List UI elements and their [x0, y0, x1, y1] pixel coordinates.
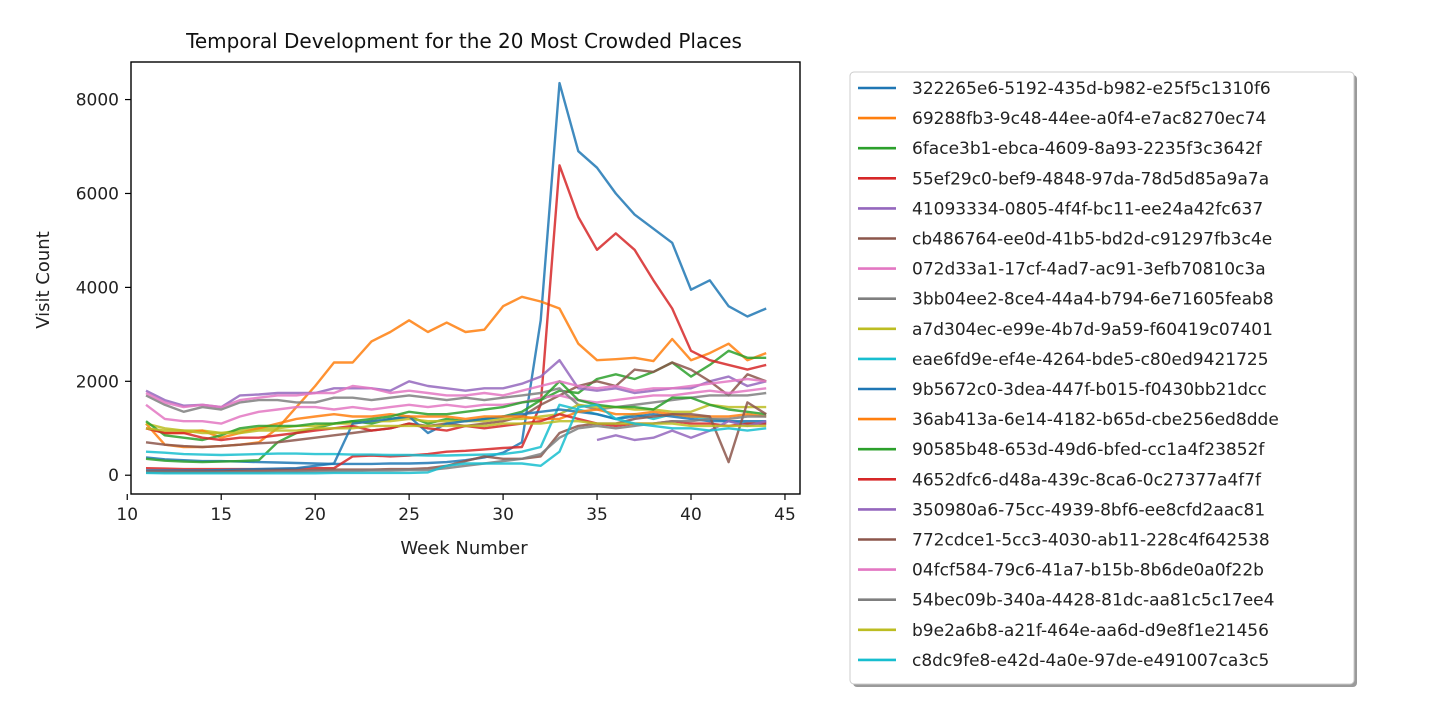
y-tick-label: 8000	[76, 91, 119, 111]
x-tick-label: 30	[492, 505, 514, 525]
series-line-7	[145, 387, 767, 425]
series-line-13	[145, 380, 767, 442]
x-axis-label: Week Number	[400, 538, 528, 559]
chart-title: Temporal Development for the 20 Most Cro…	[185, 29, 742, 53]
legend-label: c8dc9fe8-e42d-4a0e-97de-e491007ca3c5	[912, 651, 1269, 671]
series-line-20	[145, 403, 767, 475]
legend-label: 072d33a1-17cf-4ad7-ac91-3efb70810c3a	[912, 260, 1266, 280]
legend-label: 3bb04ee2-8ce4-44a4-b794-6e71605feab8	[912, 290, 1274, 310]
x-tick-label: 40	[680, 505, 702, 525]
legend-label: 55ef29c0-bef9-4848-97da-78d5d85a9a7a	[912, 169, 1269, 189]
x-tick-label: 45	[774, 505, 796, 525]
legend-label: cb486764-ee0d-41b5-bd2d-c91297fb3c4e	[912, 230, 1272, 250]
legend-label: eae6fd9e-ef4e-4264-bde5-c80ed9421725	[912, 350, 1269, 370]
series-line-17	[145, 377, 767, 409]
legend-label: 9b5672c0-3dea-447f-b015-f0430bb21dcc	[912, 380, 1267, 400]
x-tick-label: 25	[398, 505, 420, 525]
y-tick-label: 0	[108, 466, 119, 486]
legend-label: 350980a6-75cc-4939-8bf6-ee8cfd2aac81	[912, 500, 1265, 520]
legend: 322265e6-5192-435d-b982-e25f5c1310f6 6928…	[849, 71, 1357, 687]
legend-label: 6face3b1-ebca-4609-8a93-2235f3c3642f	[912, 139, 1263, 159]
x-tick-label: 15	[210, 505, 232, 525]
y-tick-label: 2000	[76, 372, 119, 392]
legend-label: 4652dfc6-d48a-439c-8ca6-0c27377a4f7f	[912, 470, 1262, 490]
legend-label: 54bec09b-340a-4428-81dc-aa81c5c17ee4	[912, 591, 1274, 611]
legend-label: 41093334-0805-4f4f-bc11-ee24a42fc637	[912, 199, 1263, 219]
x-tick-label: 35	[586, 505, 608, 525]
series-line-8	[145, 387, 767, 413]
legend-box	[849, 71, 1355, 685]
legend-label: 04fcf584-79c6-41a7-b15b-8b6de0a0f22b	[912, 561, 1264, 581]
series-line-15	[596, 420, 767, 442]
x-tick-label: 20	[304, 505, 326, 525]
y-tick-label: 6000	[76, 184, 119, 204]
legend-label: 322265e6-5192-435d-b982-e25f5c1310f6	[912, 79, 1271, 99]
y-axis-label: Visit Count	[33, 231, 54, 329]
series-line-19	[145, 420, 767, 435]
legend-label: 36ab413a-6e14-4182-b65d-cbe256ed8dde	[912, 410, 1279, 430]
plot-frame	[130, 61, 801, 495]
legend-label: b9e2a6b8-a21f-464e-aa6d-d9e8f1e21456	[912, 621, 1269, 641]
legend-label: 772cdce1-5cc3-4030-ab11-228c4f642538	[912, 531, 1270, 551]
legend-label: a7d304ec-e99e-4b7d-9a59-f60419c07401	[912, 320, 1273, 340]
legend-label: 69288fb3-9c48-44ee-a0f4-e7ac8270ec74	[912, 109, 1266, 129]
x-tick-label: 10	[116, 505, 138, 525]
y-tick-label: 4000	[76, 278, 119, 298]
legend-label: 90585b48-653d-49d6-bfed-cc1a4f23852f	[912, 440, 1265, 460]
